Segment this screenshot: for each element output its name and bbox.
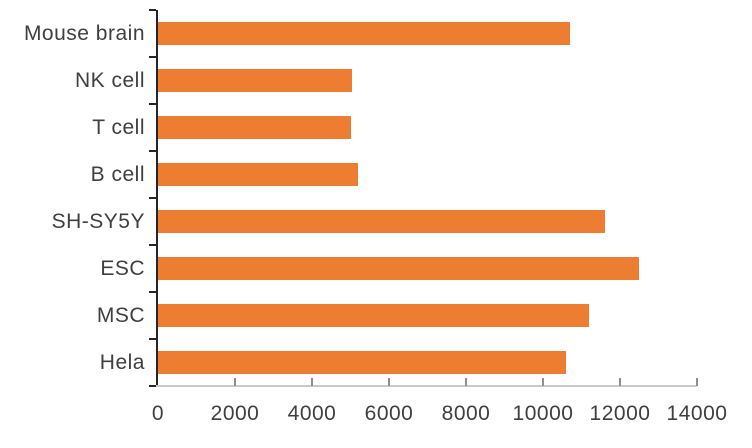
y-axis-tick <box>149 56 156 58</box>
category-label: NK cell <box>74 68 145 92</box>
x-axis-tick <box>542 378 544 386</box>
y-axis-line <box>156 10 158 387</box>
x-tick-label: 2000 <box>210 402 260 425</box>
bar <box>158 22 570 45</box>
x-axis-tick <box>696 378 698 386</box>
x-tick-label: 12000 <box>589 402 651 425</box>
category-label: MSC <box>96 303 145 327</box>
x-tick-label: 0 <box>151 402 165 425</box>
bar <box>158 304 589 327</box>
y-axis-tick <box>149 385 156 387</box>
x-tick-label: 4000 <box>287 402 337 425</box>
category-label: Hela <box>99 350 145 374</box>
category-label: Mouse brain <box>23 21 145 45</box>
x-tick-label: 6000 <box>364 402 414 425</box>
bar <box>158 116 351 139</box>
y-axis-tick <box>149 197 156 199</box>
x-axis-tick <box>465 378 467 386</box>
y-axis-tick <box>149 9 156 11</box>
y-axis-tick <box>149 244 156 246</box>
bar <box>158 351 566 374</box>
y-axis-tick <box>149 291 156 293</box>
x-axis-tick <box>619 378 621 386</box>
bar <box>158 257 639 280</box>
x-axis-tick <box>311 378 313 386</box>
y-axis-tick <box>149 338 156 340</box>
bar <box>158 69 352 92</box>
x-axis-tick <box>234 378 236 386</box>
x-tick-label: 14000 <box>666 402 728 425</box>
bar <box>158 210 605 233</box>
y-axis-tick <box>149 103 156 105</box>
x-axis-line <box>156 385 697 387</box>
x-axis-tick <box>388 378 390 386</box>
category-label: ESC <box>100 256 145 280</box>
category-label: T cell <box>92 115 145 139</box>
category-label: B cell <box>90 162 145 186</box>
category-label: SH-SY5Y <box>51 209 145 233</box>
bar <box>158 163 358 186</box>
y-axis-tick <box>149 150 156 152</box>
x-tick-label: 10000 <box>512 402 574 425</box>
x-tick-label: 8000 <box>441 402 491 425</box>
